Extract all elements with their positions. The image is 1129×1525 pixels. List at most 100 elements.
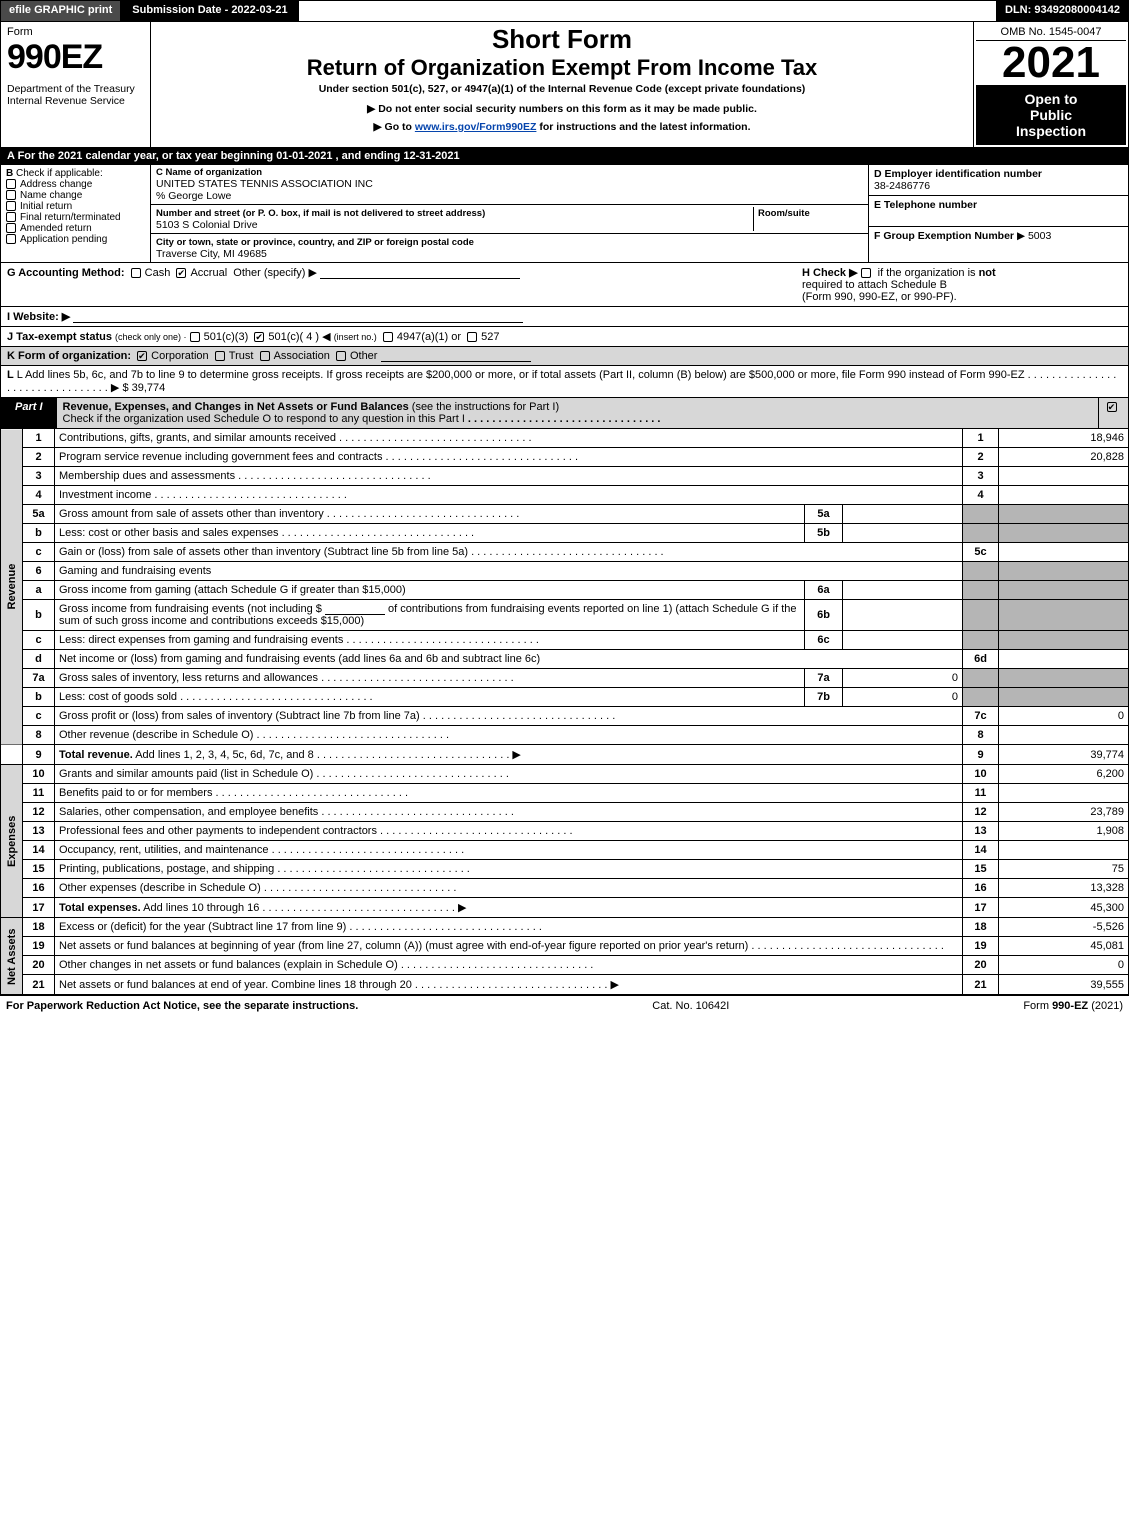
irs-link[interactable]: www.irs.gov/Form990EZ	[415, 121, 537, 133]
row-l: L L Add lines 5b, 6c, and 7b to line 9 t…	[0, 366, 1129, 398]
ln10-rnum: 10	[963, 765, 999, 784]
ln4-desc: Investment income	[59, 489, 151, 501]
top-bar: efile GRAPHIC print Submission Date - 20…	[0, 0, 1129, 22]
ln6-agray	[999, 562, 1129, 581]
l-text: L Add lines 5b, 6c, and 7b to line 9 to …	[17, 369, 1025, 381]
ln7c-rnum: 7c	[963, 707, 999, 726]
ln18-rnum: 18	[963, 918, 999, 937]
chk-trust[interactable]	[215, 351, 225, 361]
chk-amended-return[interactable]	[6, 223, 16, 233]
care-of: % George Lowe	[156, 190, 863, 202]
chk-527[interactable]	[467, 332, 477, 342]
opt-other-org: Other	[350, 350, 378, 362]
h-pre: H Check ▶	[802, 267, 858, 279]
chk-accrual[interactable]	[176, 268, 186, 278]
other-org-input[interactable]	[381, 350, 531, 362]
row-i: I Website: ▶	[0, 307, 1129, 327]
ln8-num: 8	[23, 726, 55, 745]
footer-form-post: (2021)	[1088, 1000, 1123, 1012]
dln-label: DLN: 93492080004142	[996, 0, 1129, 22]
ln6d-num: d	[23, 650, 55, 669]
insert-no: (insert no.)	[334, 332, 377, 342]
ln8-amt	[999, 726, 1129, 745]
inspect-line3: Inspection	[980, 123, 1122, 139]
ln17-desc2: Add lines 10 through 16	[141, 902, 260, 914]
ln17-num: 17	[23, 898, 55, 918]
chk-address-change[interactable]	[6, 179, 16, 189]
irs-label: Internal Revenue Service	[7, 95, 144, 107]
chk-4947a1[interactable]	[383, 332, 393, 342]
ln13-num: 13	[23, 822, 55, 841]
form-number: 990EZ	[7, 38, 144, 77]
chk-initial-return[interactable]	[6, 201, 16, 211]
ln2-rnum: 2	[963, 448, 999, 467]
street-value: 5103 S Colonial Drive	[156, 219, 258, 231]
ln6d-amt	[999, 650, 1129, 669]
chk-501c3[interactable]	[190, 332, 200, 342]
opt-initial-return: Initial return	[20, 201, 72, 212]
opt-cash: Cash	[145, 267, 171, 279]
ln6-desc: Gaming and fundraising events	[55, 562, 963, 581]
ln1-rnum: 1	[963, 429, 999, 448]
ln6b-rgray	[963, 600, 999, 631]
chk-association[interactable]	[260, 351, 270, 361]
opt-accrual: Accrual	[190, 267, 227, 279]
ln8-rnum: 8	[963, 726, 999, 745]
chk-sched-b-not-required[interactable]	[861, 268, 871, 278]
ln3-desc: Membership dues and assessments	[59, 470, 235, 482]
ln12-amt: 23,789	[999, 803, 1129, 822]
ln11-rnum: 11	[963, 784, 999, 803]
other-method-input[interactable]	[320, 267, 520, 279]
website-input[interactable]	[73, 311, 523, 323]
chk-other-org[interactable]	[336, 351, 346, 361]
h-post2: required to attach Schedule B	[802, 279, 947, 291]
ln14-rnum: 14	[963, 841, 999, 860]
ln6b-contrib-input[interactable]	[325, 603, 385, 615]
row-k: K Form of organization: Corporation Trus…	[0, 347, 1129, 366]
ln17-rnum: 17	[963, 898, 999, 918]
ln7a-agray	[999, 669, 1129, 688]
ln6c-subv	[843, 631, 963, 650]
ln7b-sub: 7b	[805, 688, 843, 707]
chk-used-schedule-o[interactable]	[1107, 402, 1117, 412]
chk-501c[interactable]	[254, 332, 264, 342]
chk-corporation[interactable]	[137, 351, 147, 361]
ln5b-rgray	[963, 524, 999, 543]
ln11-num: 11	[23, 784, 55, 803]
cat-no: Cat. No. 10642I	[652, 1000, 729, 1012]
ln18-desc: Excess or (deficit) for the year (Subtra…	[59, 921, 346, 933]
ln7b-subv: 0	[843, 688, 963, 707]
opt-501c3: 501(c)(3)	[204, 331, 249, 343]
ln6b-agray	[999, 600, 1129, 631]
ln6c-num: c	[23, 631, 55, 650]
ln5c-amt	[999, 543, 1129, 562]
inspect-line2: Public	[980, 107, 1122, 123]
ln3-amt	[999, 467, 1129, 486]
ln1-desc: Contributions, gifts, grants, and simila…	[59, 432, 336, 444]
ln9-desc2: Add lines 1, 2, 3, 4, 5c, 6d, 7c, and 8	[133, 749, 314, 761]
opt-501c: 501(c)( 4 )	[268, 331, 319, 343]
ln15-desc: Printing, publications, postage, and shi…	[59, 863, 274, 875]
ln18-num: 18	[23, 918, 55, 937]
ln11-desc: Benefits paid to or for members	[59, 787, 212, 799]
sidecat-net-assets: Net Assets	[1, 918, 23, 995]
opt-4947a1: 4947(a)(1) or	[397, 331, 461, 343]
chk-name-change[interactable]	[6, 190, 16, 200]
opt-application-pending: Application pending	[20, 234, 107, 245]
opt-final-return: Final return/terminated	[20, 212, 121, 223]
ln1-num: 1	[23, 429, 55, 448]
ln7a-subv: 0	[843, 669, 963, 688]
chk-application-pending[interactable]	[6, 234, 16, 244]
chk-final-return[interactable]	[6, 212, 16, 222]
efile-print-button[interactable]: efile GRAPHIC print	[0, 0, 121, 22]
goto-line: Go to www.irs.gov/Form990EZ for instruct…	[155, 121, 969, 133]
group-exemption-value: 5003	[1028, 230, 1051, 242]
ln5a-agray	[999, 505, 1129, 524]
footer-form-bold: 990-EZ	[1052, 1000, 1088, 1012]
row-j: J Tax-exempt status (check only one) · 5…	[0, 327, 1129, 347]
chk-cash[interactable]	[131, 268, 141, 278]
f-label: F Group Exemption Number	[874, 230, 1014, 242]
page-footer: For Paperwork Reduction Act Notice, see …	[0, 995, 1129, 1016]
ln15-num: 15	[23, 860, 55, 879]
ln11-amt	[999, 784, 1129, 803]
